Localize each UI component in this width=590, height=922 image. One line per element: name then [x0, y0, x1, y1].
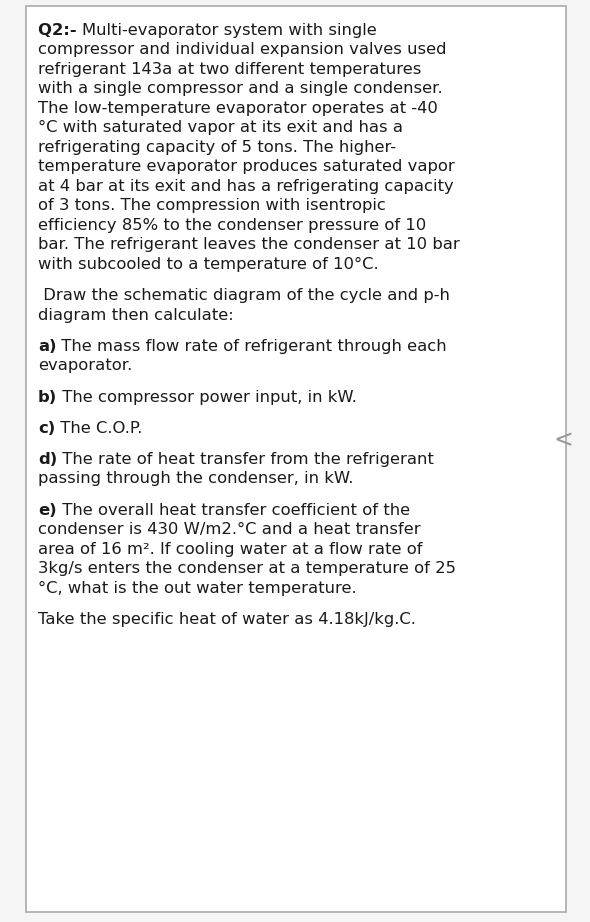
- Text: area of 16 m². If cooling water at a flow rate of: area of 16 m². If cooling water at a flo…: [38, 542, 422, 557]
- Text: °C, what is the out water temperature.: °C, what is the out water temperature.: [38, 581, 356, 596]
- Text: Q2:-: Q2:-: [38, 23, 83, 38]
- Text: diagram then calculate:: diagram then calculate:: [38, 308, 234, 323]
- Text: Draw the schematic diagram of the cycle and p-h: Draw the schematic diagram of the cycle …: [38, 289, 450, 303]
- Text: condenser is 430 W/m2.°C and a heat transfer: condenser is 430 W/m2.°C and a heat tran…: [38, 522, 421, 538]
- Text: a): a): [38, 339, 57, 354]
- Text: The mass flow rate of refrigerant through each: The mass flow rate of refrigerant throug…: [57, 339, 447, 354]
- Text: with a single compressor and a single condenser.: with a single compressor and a single co…: [38, 81, 442, 97]
- Text: with subcooled to a temperature of 10°C.: with subcooled to a temperature of 10°C.: [38, 257, 379, 272]
- Text: evaporator.: evaporator.: [38, 359, 132, 373]
- Text: compressor and individual expansion valves used: compressor and individual expansion valv…: [38, 42, 447, 57]
- Text: refrigerating capacity of 5 tons. The higher-: refrigerating capacity of 5 tons. The hi…: [38, 140, 396, 155]
- Text: d): d): [38, 452, 57, 467]
- Text: The rate of heat transfer from the refrigerant: The rate of heat transfer from the refri…: [57, 452, 434, 467]
- Text: The compressor power input, in kW.: The compressor power input, in kW.: [57, 390, 357, 405]
- Text: b): b): [38, 390, 57, 405]
- Text: passing through the condenser, in kW.: passing through the condenser, in kW.: [38, 471, 353, 487]
- Text: bar. The refrigerant leaves the condenser at 10 bar: bar. The refrigerant leaves the condense…: [38, 238, 460, 253]
- Text: The overall heat transfer coefficient of the: The overall heat transfer coefficient of…: [57, 502, 409, 517]
- Text: efficiency 85% to the condenser pressure of 10: efficiency 85% to the condenser pressure…: [38, 218, 426, 233]
- Text: Multi-evaporator system with single: Multi-evaporator system with single: [83, 23, 377, 38]
- Text: The low-temperature evaporator operates at -40: The low-temperature evaporator operates …: [38, 101, 438, 116]
- Text: The C.O.P.: The C.O.P.: [55, 420, 143, 436]
- Text: c): c): [38, 420, 55, 436]
- Text: <: <: [553, 428, 573, 452]
- Text: Take the specific heat of water as 4.18kJ/kg.C.: Take the specific heat of water as 4.18k…: [38, 612, 416, 627]
- Text: refrigerant 143a at two different temperatures: refrigerant 143a at two different temper…: [38, 62, 421, 77]
- Text: of 3 tons. The compression with isentropic: of 3 tons. The compression with isentrop…: [38, 198, 386, 214]
- Text: 3kg/s enters the condenser at a temperature of 25: 3kg/s enters the condenser at a temperat…: [38, 561, 456, 576]
- Text: °C with saturated vapor at its exit and has a: °C with saturated vapor at its exit and …: [38, 121, 403, 136]
- Text: e): e): [38, 502, 57, 517]
- Text: at 4 bar at its exit and has a refrigerating capacity: at 4 bar at its exit and has a refrigera…: [38, 179, 454, 194]
- Text: temperature evaporator produces saturated vapor: temperature evaporator produces saturate…: [38, 160, 455, 174]
- FancyBboxPatch shape: [26, 6, 566, 912]
